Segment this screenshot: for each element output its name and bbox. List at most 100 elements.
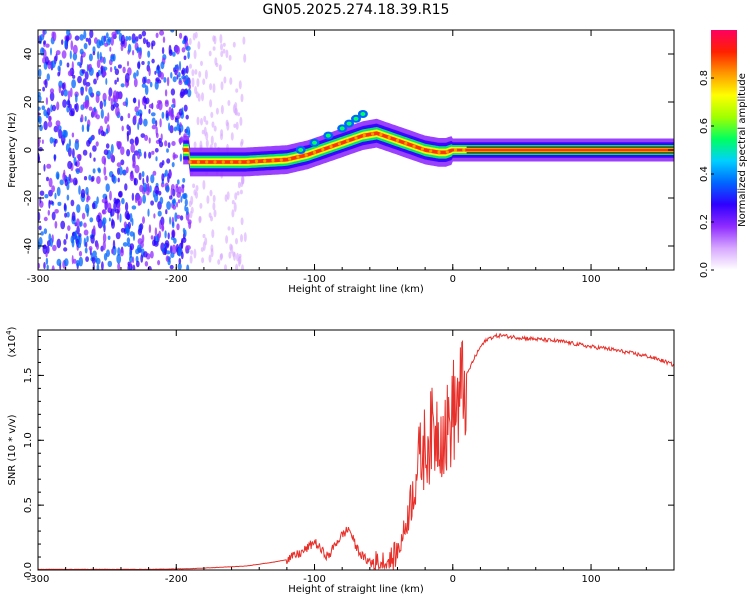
noise-blob [176,123,181,132]
noise-blob [70,199,75,207]
noise-blob [202,233,206,239]
noise-blob [59,179,64,186]
ridge-peak [321,147,325,152]
noise-blob [120,83,125,88]
noise-blob [58,129,63,139]
noise-blob [141,30,147,37]
noise-blob [180,240,184,249]
noise-blob [151,58,155,64]
noise-blob [54,221,58,229]
noise-blob [119,248,124,257]
noise-blob [166,148,169,153]
noise-blob [175,185,179,193]
noise-blob [63,169,66,178]
noise-blob [67,160,73,170]
noise-blob [140,254,144,263]
noise-blob [137,228,142,236]
noise-blob [145,97,150,105]
noise-blob [88,246,93,251]
noise-blob [124,183,128,191]
x-tick-label: 100 [581,274,600,285]
noise-blob [103,71,107,77]
noise-blob [202,78,206,85]
noise-blob [114,68,120,76]
noise-blob [172,98,175,104]
noise-blob [154,70,157,75]
noise-blob [110,143,114,154]
noise-blob [49,88,55,94]
ridge-peak [213,160,217,164]
upper-branch-core [325,133,331,138]
noise-blob [93,157,96,162]
noise-blob [86,197,89,203]
noise-blob [147,50,151,58]
noise-blob [180,251,184,260]
noise-blob [212,46,216,51]
ridge-peak [196,160,200,164]
noise-blob [176,223,180,231]
noise-blob [185,206,189,216]
noise-blob [117,177,120,183]
noise-blob [190,250,194,255]
noise-blob [96,176,101,184]
noise-blob [138,117,143,126]
noise-blob [176,201,178,208]
noise-blob [66,30,71,37]
noise-blob [148,151,152,159]
noise-blob [92,225,96,236]
noise-blob [54,192,57,200]
noise-blob [79,48,84,55]
noise-blob [137,244,142,253]
noise-blob [63,202,67,211]
ridge-peak [371,132,375,136]
noise-blob [92,250,97,258]
svg-text:(x104): (x104) [5,326,18,357]
noise-blob [86,139,91,147]
noise-blob [117,247,121,256]
noise-blob [220,104,224,115]
noise-blob [222,48,226,54]
noise-blob [108,95,111,101]
noise-blob [85,203,90,214]
snr-multiplier-exp: 4 [5,330,13,335]
noise-blob [64,39,68,50]
noise-blob [107,36,112,43]
noise-blob [100,130,105,137]
noise-blob [150,200,155,206]
noise-blob [164,101,169,107]
noise-blob [181,75,186,80]
noise-blob [46,176,49,182]
noise-blob [157,210,162,217]
noise-blob [185,45,191,52]
noise-blob [89,30,94,39]
noise-blob [168,122,171,131]
noise-blob [233,251,236,261]
noise-blob [174,64,178,70]
noise-blob [171,244,177,255]
noise-blob [91,256,96,265]
noise-blob [100,65,103,75]
noise-blob [114,102,119,108]
noise-blob [238,80,242,90]
noise-blob [112,90,118,100]
noise-blob [85,85,88,92]
noise-blob [95,114,100,120]
noise-blob [118,191,122,198]
noise-blob [161,47,165,55]
noise-blob [120,34,126,45]
noise-blob [127,60,129,67]
noise-blob [173,154,179,159]
noise-blob [59,59,63,67]
noise-blob [111,31,117,37]
noise-blob [136,47,141,52]
noise-blob [208,50,212,57]
noise-blob [178,80,183,86]
noise-blob [154,227,158,237]
noise-blob [51,265,55,270]
noise-blob [92,145,97,152]
x-tick-label: -300 [27,574,50,585]
noise-blob [173,126,177,132]
noise-blob [142,177,145,185]
noise-blob [138,99,140,109]
colorbar-axis: 0.0 0.2 0.4 0.6 0.8 [699,70,714,278]
